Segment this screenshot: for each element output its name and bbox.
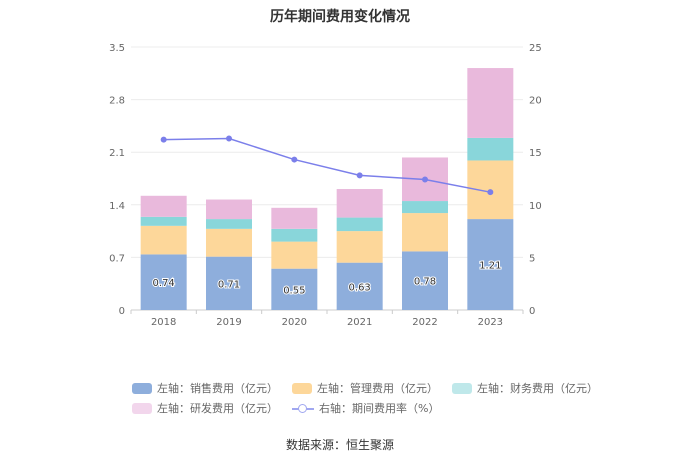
rate-point — [422, 176, 428, 183]
bar-segment-1 — [271, 241, 318, 269]
bar-segment-2 — [140, 216, 187, 226]
right-axis-tick-label: 15 — [529, 148, 542, 159]
bar-segment-0 — [402, 251, 448, 310]
left-axis-tick-label: 1.4 — [109, 201, 125, 212]
x-axis-tick-label: 2020 — [282, 317, 307, 328]
legend-item-sales[interactable]: 左轴：销售费用（亿元） — [132, 380, 278, 396]
left-axis-tick-label: 0.7 — [109, 253, 125, 264]
bar-segment-3 — [140, 195, 187, 217]
legend-item-rnd[interactable]: 左轴：研发费用（亿元） — [132, 400, 278, 416]
chart-area: 0 0.7 1.4 2.1 2.8 3.5 0 5 10 15 20 25 2018 2019 2020 20… — [109, 43, 542, 328]
x-axis-tick-label: 2018 — [151, 317, 176, 328]
right-axis-tick-label: 5 — [529, 253, 535, 264]
bar-segment-0 — [206, 256, 252, 310]
legend-label-rate: 右轴：期间费用率（%） — [319, 402, 440, 415]
chart-title: 历年期间费用变化情况 — [270, 9, 410, 25]
bar-segment-0 — [271, 268, 318, 310]
bar-segment-1 — [402, 213, 448, 252]
right-axis-tick-label: 10 — [529, 201, 542, 212]
legend-item-finance[interactable]: 左轴：财务费用（亿元） — [452, 380, 598, 396]
legend-line-marker-icon — [292, 403, 314, 414]
bar-data-label: 0.63 — [349, 282, 371, 293]
rate-point — [356, 172, 363, 179]
bar-data-label: 0.71 — [218, 279, 240, 290]
bar-segment-1 — [336, 231, 383, 263]
rate-point — [226, 135, 232, 142]
bar-data-label: 0.74 — [153, 278, 175, 289]
rate-point — [160, 136, 167, 143]
right-axis-tick-label: 0 — [529, 306, 535, 317]
left-axis-tick-label: 0 — [119, 306, 125, 317]
left-axis-tick-label: 3.5 — [109, 43, 125, 54]
bar-segment-3 — [467, 68, 514, 138]
bar-segment-3 — [271, 207, 318, 229]
left-axis-tick-label: 2.1 — [109, 148, 125, 159]
bar-segment-1 — [140, 225, 187, 255]
legend-swatch-admin — [292, 382, 312, 394]
x-axis-tick-label: 2019 — [216, 317, 241, 328]
right-axis-tick-label: 20 — [529, 96, 542, 107]
bar-segment-3 — [336, 189, 383, 218]
bar-segment-0 — [467, 219, 514, 310]
rate-line — [163, 137, 491, 193]
right-axis-tick-label: 25 — [529, 43, 542, 54]
legend-label-rnd: 左轴：研发费用（亿元） — [157, 402, 278, 415]
bar-segment-0 — [336, 262, 383, 310]
bar-segment-0 — [140, 254, 187, 310]
bar-segment-3 — [206, 199, 252, 220]
legend-label-admin: 左轴：管理费用（亿元） — [317, 382, 438, 395]
legend-swatch-sales — [132, 382, 152, 394]
bar-segment-2 — [402, 201, 448, 214]
x-axis-tick-label: 2023 — [478, 317, 503, 328]
bar-segment-2 — [467, 137, 514, 161]
x-axis-tick-label: 2022 — [412, 317, 437, 328]
legend-item-admin[interactable]: 左轴：管理费用（亿元） — [292, 380, 438, 396]
bar-segment-2 — [271, 228, 318, 242]
legend-item-rate[interactable]: 右轴：期间费用率（%） — [292, 400, 439, 416]
rate-point — [291, 156, 298, 163]
bar-segment-2 — [206, 219, 252, 229]
bar-segment-2 — [336, 217, 383, 232]
data-source: 数据来源：恒生聚源 — [285, 438, 394, 452]
bar-data-label: 0.78 — [414, 277, 436, 288]
legend: 左轴：销售费用（亿元） 左轴：管理费用（亿元） 左轴：财务费用（亿元） 左轴：研… — [132, 378, 598, 418]
bar-segment-1 — [206, 228, 252, 257]
legend-swatch-rnd — [132, 402, 152, 414]
legend-swatch-finance — [452, 382, 472, 394]
rate-point — [487, 189, 494, 196]
bar-data-label: 0.55 — [283, 285, 305, 296]
bar-data-label: 1.21 — [479, 261, 501, 272]
x-axis-tick-label: 2021 — [347, 317, 372, 328]
legend-label-finance: 左轴：财务费用（亿元） — [477, 382, 598, 395]
left-axis-tick-label: 2.8 — [109, 96, 125, 107]
legend-label-sales: 左轴：销售费用（亿元） — [157, 382, 278, 395]
